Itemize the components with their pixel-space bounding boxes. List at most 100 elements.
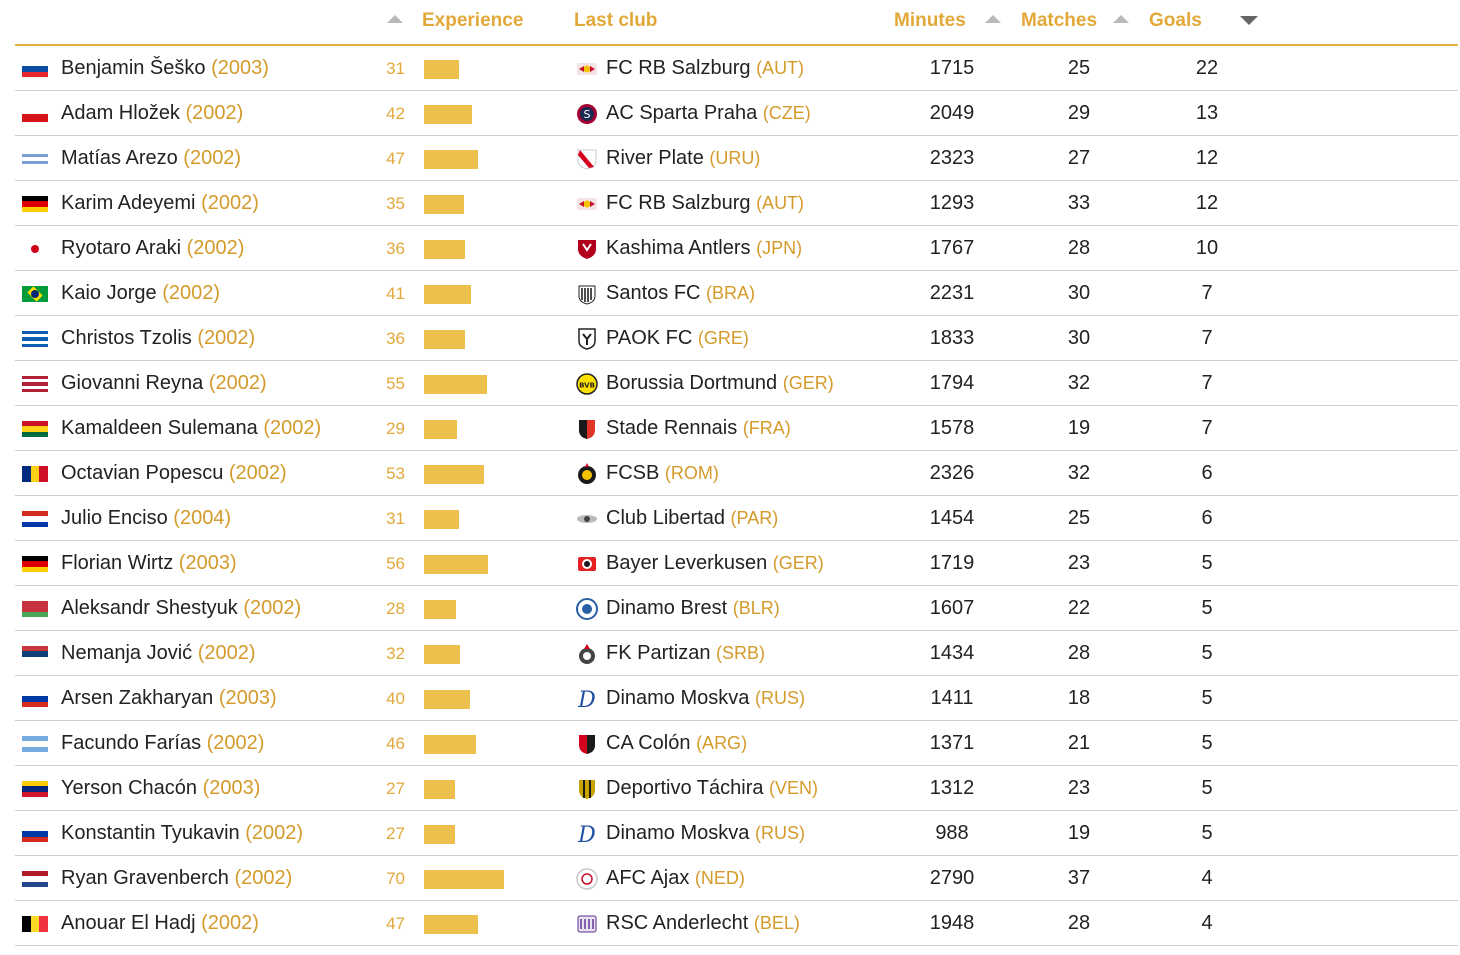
experience-value: 27 — [386, 824, 405, 843]
sort-up-icon[interactable] — [1113, 15, 1129, 23]
player-name[interactable]: Giovanni Reyna (2002) — [61, 372, 267, 394]
club-name[interactable]: Dinamo Moskva (RUS) — [606, 822, 805, 844]
player-name[interactable]: Florian Wirtz (2003) — [61, 552, 237, 574]
goals-value: 13 — [1195, 102, 1219, 124]
goals-value: 5 — [1201, 777, 1213, 799]
santos-logo — [575, 282, 599, 306]
country-flag-icon — [22, 106, 48, 122]
player-name[interactable]: Benjamin Šeško (2003) — [61, 57, 269, 79]
matches-value: 23 — [1067, 552, 1091, 574]
table-row[interactable]: Adam Hložek (2002) 42 S AC Sparta Praha … — [15, 91, 1458, 136]
header-minutes[interactable]: Minutes — [894, 10, 966, 31]
birth-year: (2002) — [208, 372, 267, 394]
table-row[interactable]: Christos Tzolis (2002) 36 PAOK FC (GRE) … — [15, 316, 1458, 361]
player-name[interactable]: Ryan Gravenberch (2002) — [61, 867, 293, 889]
table-row[interactable]: Julio Enciso (2004) 31 Club Libertad (PA… — [15, 496, 1458, 541]
player-name[interactable]: Konstantin Tyukavin (2002) — [61, 822, 304, 844]
table-row[interactable]: Yerson Chacón (2003) 27 Deportivo Táchir… — [15, 766, 1458, 811]
table-row[interactable]: Octavian Popescu (2002) 53 FCSB (ROM) 23… — [15, 451, 1458, 496]
table-row[interactable]: Aleksandr Shestyuk (2002) 28 Dinamo Bres… — [15, 586, 1458, 631]
club-name[interactable]: AC Sparta Praha (CZE) — [606, 102, 811, 124]
country-flag-icon — [22, 376, 48, 392]
club-name[interactable]: Club Libertad (PAR) — [606, 507, 779, 529]
matches-value: 28 — [1067, 912, 1091, 934]
country-flag-icon — [22, 826, 48, 842]
table-row[interactable]: Facundo Farías (2002) 46 CA Colón (ARG) … — [15, 721, 1458, 766]
matches-value: 23 — [1067, 777, 1091, 799]
player-name[interactable]: Ryotaro Araki (2002) — [61, 237, 245, 259]
river-plate-logo — [575, 147, 599, 171]
player-name[interactable]: Arsen Zakharyan (2003) — [61, 687, 277, 709]
table-row[interactable]: Matías Arezo (2002) 47 River Plate (URU)… — [15, 136, 1458, 181]
minutes-value: 988 — [935, 822, 969, 844]
club-name[interactable]: FC RB Salzburg (AUT) — [606, 57, 805, 79]
dinamo-brest-logo — [575, 597, 599, 621]
player-name[interactable]: Kaio Jorge (2002) — [61, 282, 220, 304]
player-name[interactable]: Nemanja Jović (2002) — [61, 642, 256, 664]
matches-value: 37 — [1067, 867, 1091, 889]
table-row[interactable]: Kamaldeen Sulemana (2002) 29 Stade Renna… — [15, 406, 1458, 451]
table-row[interactable]: Ryotaro Araki (2002) 36 Kashima Antlers … — [15, 226, 1458, 271]
club-name[interactable]: Deportivo Táchira (VEN) — [606, 777, 819, 799]
club-name[interactable]: PAOK FC (GRE) — [606, 327, 749, 349]
player-name[interactable]: Julio Enciso (2004) — [61, 507, 232, 529]
club-name[interactable]: Kashima Antlers (JPN) — [606, 237, 803, 259]
table-row[interactable]: Konstantin Tyukavin (2002) 27 D Dinamo M… — [15, 811, 1458, 856]
player-name[interactable]: Christos Tzolis (2002) — [61, 327, 256, 349]
club-name[interactable]: CA Colón (ARG) — [606, 732, 748, 754]
svg-text:S: S — [584, 108, 591, 121]
table-header: Experience Last club Minutes Matches Goa… — [15, 0, 1458, 46]
club-country: (GER) — [782, 373, 834, 393]
club-name[interactable]: FCSB (ROM) — [606, 462, 719, 484]
club-name[interactable]: Dinamo Brest (BLR) — [606, 597, 780, 619]
table-row[interactable]: Benjamin Šeško (2003) 31 FC RB Salzburg … — [15, 46, 1458, 91]
header-experience[interactable]: Experience — [422, 10, 524, 31]
player-name[interactable]: Matías Arezo (2002) — [61, 147, 242, 169]
player-name[interactable]: Kamaldeen Sulemana (2002) — [61, 417, 322, 439]
minutes-value: 1371 — [929, 732, 975, 754]
club-name[interactable]: FC RB Salzburg (AUT) — [606, 192, 805, 214]
player-name[interactable]: Adam Hložek (2002) — [61, 102, 244, 124]
club-name[interactable]: FK Partizan (SRB) — [606, 642, 766, 664]
header-last-club[interactable]: Last club — [574, 10, 658, 31]
experience-value: 36 — [386, 329, 405, 348]
club-name[interactable]: AFC Ajax (NED) — [606, 867, 745, 889]
table-row[interactable]: Ryan Gravenberch (2002) 70 AFC Ajax (NED… — [15, 856, 1458, 901]
club-name[interactable]: Borussia Dortmund (GER) — [606, 372, 834, 394]
player-name[interactable]: Facundo Farías (2002) — [61, 732, 265, 754]
sort-up-icon[interactable] — [985, 15, 1001, 23]
matches-value: 27 — [1067, 147, 1091, 169]
player-name[interactable]: Octavian Popescu (2002) — [61, 462, 287, 484]
minutes-value: 1454 — [929, 507, 975, 529]
player-name[interactable]: Yerson Chacón (2003) — [61, 777, 261, 799]
club-name[interactable]: RSC Anderlecht (BEL) — [606, 912, 800, 934]
header-matches[interactable]: Matches — [1021, 10, 1098, 31]
table-row[interactable]: Kaio Jorge (2002) 41 Santos FC (BRA) 223… — [15, 271, 1458, 316]
sort-down-icon[interactable] — [1240, 16, 1258, 25]
player-name[interactable]: Anouar El Hadj (2002) — [61, 912, 259, 934]
club-name[interactable]: Santos FC (BRA) — [606, 282, 756, 304]
experience-bar — [424, 780, 455, 799]
table-row[interactable]: Karim Adeyemi (2002) 35 FC RB Salzburg (… — [15, 181, 1458, 226]
minutes-value: 2790 — [929, 867, 975, 889]
table-row[interactable]: Arsen Zakharyan (2003) 40 D Dinamo Moskv… — [15, 676, 1458, 721]
country-flag-icon — [22, 331, 48, 347]
club-name[interactable]: Dinamo Moskva (RUS) — [606, 687, 805, 709]
header-goals[interactable]: Goals — [1149, 10, 1202, 31]
dinamo-moskva-logo: D — [575, 822, 599, 848]
matches-value: 33 — [1067, 192, 1091, 214]
table-row[interactable]: Anouar El Hadj (2002) 47 RSC Anderlecht … — [15, 901, 1458, 946]
sort-up-icon[interactable] — [387, 15, 403, 23]
club-name[interactable]: Stade Rennais (FRA) — [606, 417, 791, 439]
table-row[interactable]: Nemanja Jović (2002) 32 FK Partizan (SRB… — [15, 631, 1458, 676]
club-country: (CZE) — [762, 103, 811, 123]
experience-value: 70 — [386, 869, 405, 888]
club-name[interactable]: River Plate (URU) — [606, 147, 761, 169]
table-row[interactable]: Giovanni Reyna (2002) 55 BVB Borussia Do… — [15, 361, 1458, 406]
club-name[interactable]: Bayer Leverkusen (GER) — [606, 552, 824, 574]
experience-value: 32 — [386, 644, 405, 663]
player-name[interactable]: Aleksandr Shestyuk (2002) — [61, 597, 302, 619]
player-name[interactable]: Karim Adeyemi (2002) — [61, 192, 259, 214]
table-row[interactable]: Florian Wirtz (2003) 56 Bayer Leverkusen… — [15, 541, 1458, 586]
birth-year: (2003) — [218, 687, 277, 709]
